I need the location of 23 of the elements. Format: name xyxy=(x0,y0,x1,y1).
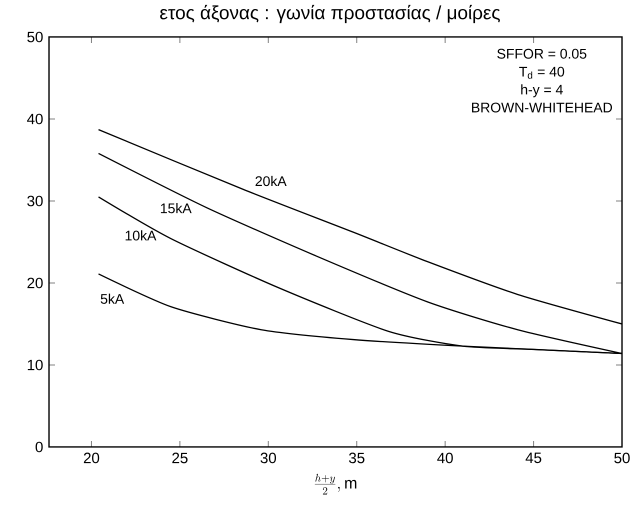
annotation: SFFOR = 0.05 xyxy=(497,48,586,59)
annotation: BROWN-WHITEHEAD xyxy=(472,102,612,112)
series-label: 10kA xyxy=(126,230,156,241)
x-tick-label: 35 xyxy=(348,452,364,464)
x-tick-label: 20 xyxy=(84,452,100,464)
y-tick-label: 30 xyxy=(27,196,43,206)
series-label: 20kA xyxy=(256,176,287,186)
x-tick-label: 45 xyxy=(526,452,542,464)
y-tick-label: 20 xyxy=(27,278,43,288)
annotation: T$_{d}$ = 40 xyxy=(519,66,564,79)
y-tick-label: 50 xyxy=(27,32,43,42)
x-tick-label: 50 xyxy=(614,452,630,464)
chart-title: ετος άξονας : γωνία προστασίας / μοίρες xyxy=(160,4,500,24)
x-tick-label: 25 xyxy=(172,452,188,464)
annotation: h-y = 4 xyxy=(521,84,563,98)
y-tick-label: 10 xyxy=(28,360,43,370)
x-axis-title: $\frac{h+y}{2}, \mathrm{m}$ xyxy=(314,474,356,494)
y-tick-label: 0 xyxy=(36,442,43,452)
y-tick-label: 40 xyxy=(27,114,43,124)
x-tick-label: 40 xyxy=(437,452,453,464)
series-label: 15kA xyxy=(160,203,192,214)
x-tick-label: 30 xyxy=(260,452,276,464)
series-label: 5kA xyxy=(100,294,124,304)
